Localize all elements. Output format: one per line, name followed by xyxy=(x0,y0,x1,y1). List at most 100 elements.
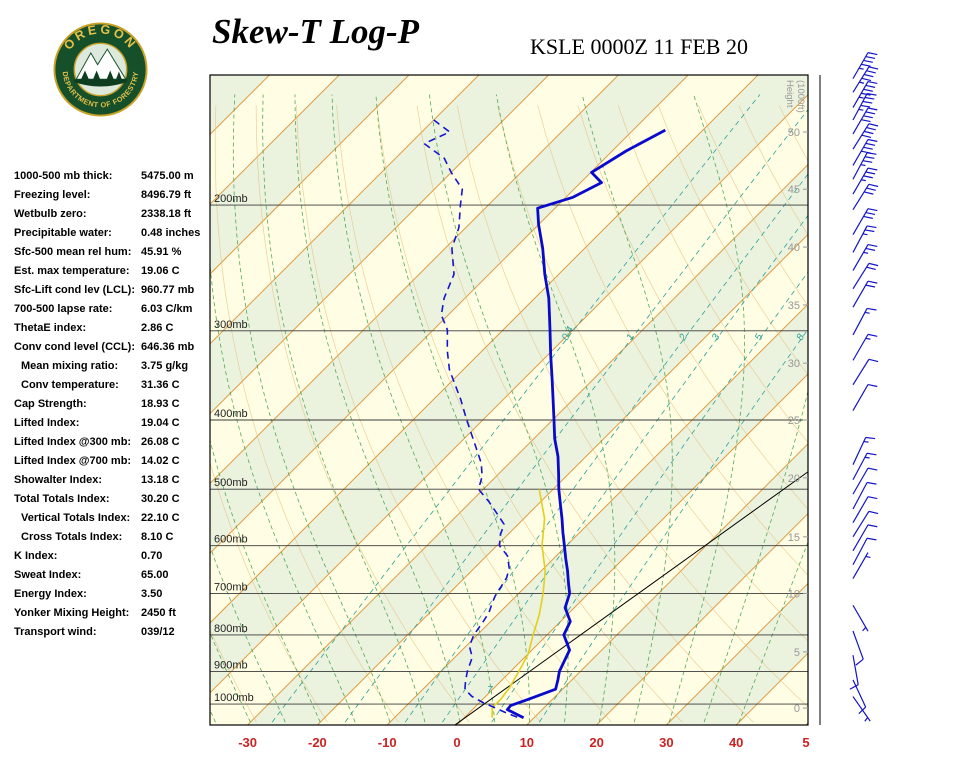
svg-text:35: 35 xyxy=(788,300,800,312)
index-label: Cap Strength: xyxy=(14,397,87,410)
index-label: Sweat Index: xyxy=(14,568,82,581)
dewpoint-curve xyxy=(422,119,519,719)
wind-barbs xyxy=(849,52,879,722)
index-value: 039/12 xyxy=(141,625,175,638)
index-row: Mean mixing ratio: 3.75 g/kg xyxy=(14,356,214,375)
index-value: 13.18 C xyxy=(141,473,180,486)
index-row: Showalter Index: 13.18 C xyxy=(14,470,214,489)
svg-text:500mb: 500mb xyxy=(214,477,248,489)
svg-text:5: 5 xyxy=(794,647,800,659)
index-value: 2338.18 ft xyxy=(141,207,192,220)
index-row: Sweat Index: 65.00 xyxy=(14,565,214,584)
index-value: 18.93 C xyxy=(141,397,180,410)
index-label: Energy Index: xyxy=(14,587,87,600)
index-value: 19.04 C xyxy=(141,416,180,429)
index-label: Freezing level: xyxy=(14,188,91,201)
index-row: Wetbulb zero: 2338.18 ft xyxy=(14,204,214,223)
index-label: Lifted Index: xyxy=(14,416,80,429)
index-value: 65.00 xyxy=(141,568,169,581)
index-label: Yonker Mixing Height: xyxy=(14,606,130,619)
index-row: ThetaE index: 2.86 C xyxy=(14,318,214,337)
index-row: Sfc-500 mean rel hum: 45.91 % xyxy=(14,242,214,261)
index-label: Mean mixing ratio: xyxy=(21,359,119,372)
index-value: 5475.00 m xyxy=(141,169,194,182)
index-value: 31.36 C xyxy=(141,378,180,391)
index-value: 0.70 xyxy=(141,549,163,562)
index-value: 14.02 C xyxy=(141,454,180,467)
index-value: 2.86 C xyxy=(141,321,174,334)
svg-text:1: 1 xyxy=(625,332,637,342)
station-time-label: KSLE 0000Z 11 FEB 20 xyxy=(530,34,748,59)
index-row: Est. max temperature: 19.06 C xyxy=(14,261,214,280)
height-axis: 0 5 10 15 20 25 30 35 40 45 50 Height (1000ft) xyxy=(784,80,808,715)
index-value: 2450 ft xyxy=(141,606,176,619)
index-row: Precipitable water: 0.48 inches xyxy=(14,223,214,242)
index-row: Total Totals Index: 30.20 C xyxy=(14,489,214,508)
pressure-labels: 200mb 300mb 400mb 500mb 600mb 700mb 800mb 900mb… xyxy=(214,193,254,704)
index-row: Energy Index: 3.50 xyxy=(14,584,214,603)
svg-text:2: 2 xyxy=(677,332,690,343)
svg-text:20: 20 xyxy=(788,473,800,485)
svg-text:20: 20 xyxy=(589,735,603,750)
svg-text:45: 45 xyxy=(788,184,800,196)
isotherm-lines xyxy=(210,75,808,725)
index-value: 960.77 mb xyxy=(141,283,195,296)
svg-text:3: 3 xyxy=(710,332,723,342)
plot-area: 0.4 1 2 3 5 87 xyxy=(210,75,808,725)
svg-text:10: 10 xyxy=(520,735,534,750)
page-title: Skew-T Log-P xyxy=(212,12,420,51)
temp-axis-labels: -30 -20 -10 0 10 20 30 40 5 xyxy=(238,735,809,750)
height-axis-title: Height xyxy=(784,80,795,108)
index-row: K Index: 0.70 xyxy=(14,546,214,565)
svg-text:25: 25 xyxy=(788,415,800,427)
index-label: 700-500 lapse rate: xyxy=(14,302,113,315)
svg-text:-20: -20 xyxy=(308,735,327,750)
index-value: 45.91 % xyxy=(141,245,182,258)
svg-text:50: 50 xyxy=(788,127,800,139)
index-value: 3.50 xyxy=(141,587,163,600)
svg-text:800mb: 800mb xyxy=(214,623,248,635)
index-label: Sfc-500 mean rel hum: xyxy=(14,245,132,258)
index-value: 30.20 C xyxy=(141,492,180,505)
index-label: Precipitable water: xyxy=(14,226,112,239)
temperature-curve xyxy=(505,128,666,719)
svg-text:30: 30 xyxy=(659,735,673,750)
index-label: Est. max temperature: xyxy=(14,264,130,277)
index-row: Lifted Index: 19.04 C xyxy=(14,413,214,432)
wetbulb-curve xyxy=(491,489,547,718)
plot-border xyxy=(209,74,809,726)
svg-text:900mb: 900mb xyxy=(214,659,248,671)
svg-text:8: 8 xyxy=(795,332,808,342)
index-row: Cross Totals Index: 8.10 C xyxy=(14,527,214,546)
svg-text:30: 30 xyxy=(788,358,800,370)
svg-text:5: 5 xyxy=(753,332,766,342)
isobar-lines xyxy=(210,204,808,705)
height-axis-title: (1000ft) xyxy=(795,80,806,113)
reference-line xyxy=(454,471,808,725)
index-label: Wetbulb zero: xyxy=(14,207,87,220)
index-label: Conv cond level (CCL): xyxy=(14,340,136,353)
index-label: ThetaE index: xyxy=(14,321,87,334)
index-row: Cap Strength: 18.93 C xyxy=(14,394,214,413)
index-label: 1000-500 mb thick: xyxy=(14,169,113,182)
index-value: 22.10 C xyxy=(141,511,180,524)
svg-text:0: 0 xyxy=(453,735,460,750)
index-row: Vertical Totals Index: 22.10 C xyxy=(14,508,214,527)
index-label: Lifted Index @700 mb: xyxy=(14,454,132,467)
index-row: Freezing level: 8496.79 ft xyxy=(14,185,214,204)
index-value: 646.36 mb xyxy=(141,340,195,353)
index-row: Sfc-Lift cond lev (LCL): 960.77 mb xyxy=(14,280,214,299)
svg-text:0: 0 xyxy=(794,703,800,715)
index-value: 6.03 C/km xyxy=(141,302,193,315)
svg-text:-10: -10 xyxy=(378,735,397,750)
index-label: Vertical Totals Index: xyxy=(21,511,131,524)
index-label: Conv temperature: xyxy=(21,378,119,391)
svg-text:15: 15 xyxy=(788,532,800,544)
trees-icon xyxy=(81,70,122,81)
index-label: Transport wind: xyxy=(14,625,97,638)
svg-text:300mb: 300mb xyxy=(214,319,248,331)
index-label: Showalter Index: xyxy=(14,473,103,486)
svg-text:10: 10 xyxy=(788,589,800,601)
index-label: Cross Totals Index: xyxy=(21,530,123,543)
index-value: 8.10 C xyxy=(141,530,174,543)
